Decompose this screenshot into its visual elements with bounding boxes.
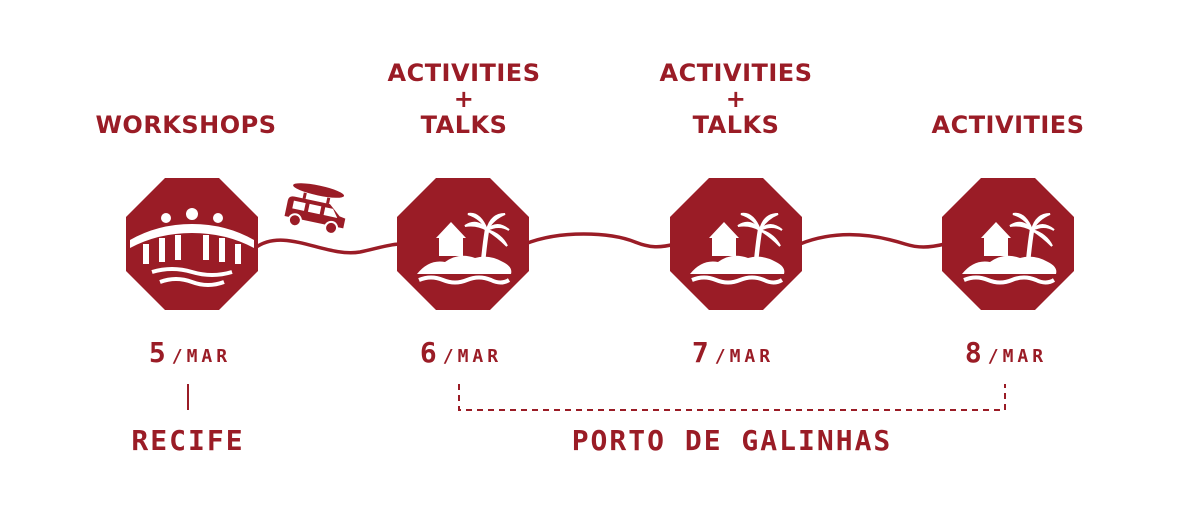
- stop-2-header: ACTIVITIES + TALKS: [387, 59, 541, 139]
- stop-2-octagon: [397, 178, 529, 310]
- day-number: 7: [691, 336, 709, 369]
- stop-4-date: 8/MAR: [906, 336, 1106, 369]
- day-number: 5: [148, 336, 166, 369]
- stop-3-date: 7/MAR: [633, 336, 833, 369]
- month-label: /MAR: [987, 346, 1048, 367]
- route-line: [253, 232, 946, 255]
- stop-3-octagon: [670, 178, 802, 310]
- stop-1-octagon: [126, 178, 258, 310]
- month-label: /MAR: [714, 346, 775, 367]
- stop-4-header: ACTIVITIES: [931, 111, 1085, 139]
- day-number: 6: [419, 336, 437, 369]
- month-label: /MAR: [442, 346, 503, 367]
- porto-bracket: [458, 384, 1006, 411]
- stop-2-date: 6/MAR: [361, 336, 561, 369]
- place-recife: RECIFE: [131, 424, 245, 457]
- day-number: 8: [964, 336, 982, 369]
- place-porto-de-galinhas: PORTO DE GALINHAS: [571, 424, 893, 457]
- stop-4-octagon: [942, 178, 1074, 310]
- month-label: /MAR: [171, 346, 232, 367]
- stop-3-header: ACTIVITIES + TALKS: [659, 59, 813, 139]
- stop-1-date: 5/MAR: [90, 336, 290, 369]
- car-with-surfboard-icon: [284, 183, 346, 235]
- stop-1-header: WORKSHOPS: [95, 111, 277, 139]
